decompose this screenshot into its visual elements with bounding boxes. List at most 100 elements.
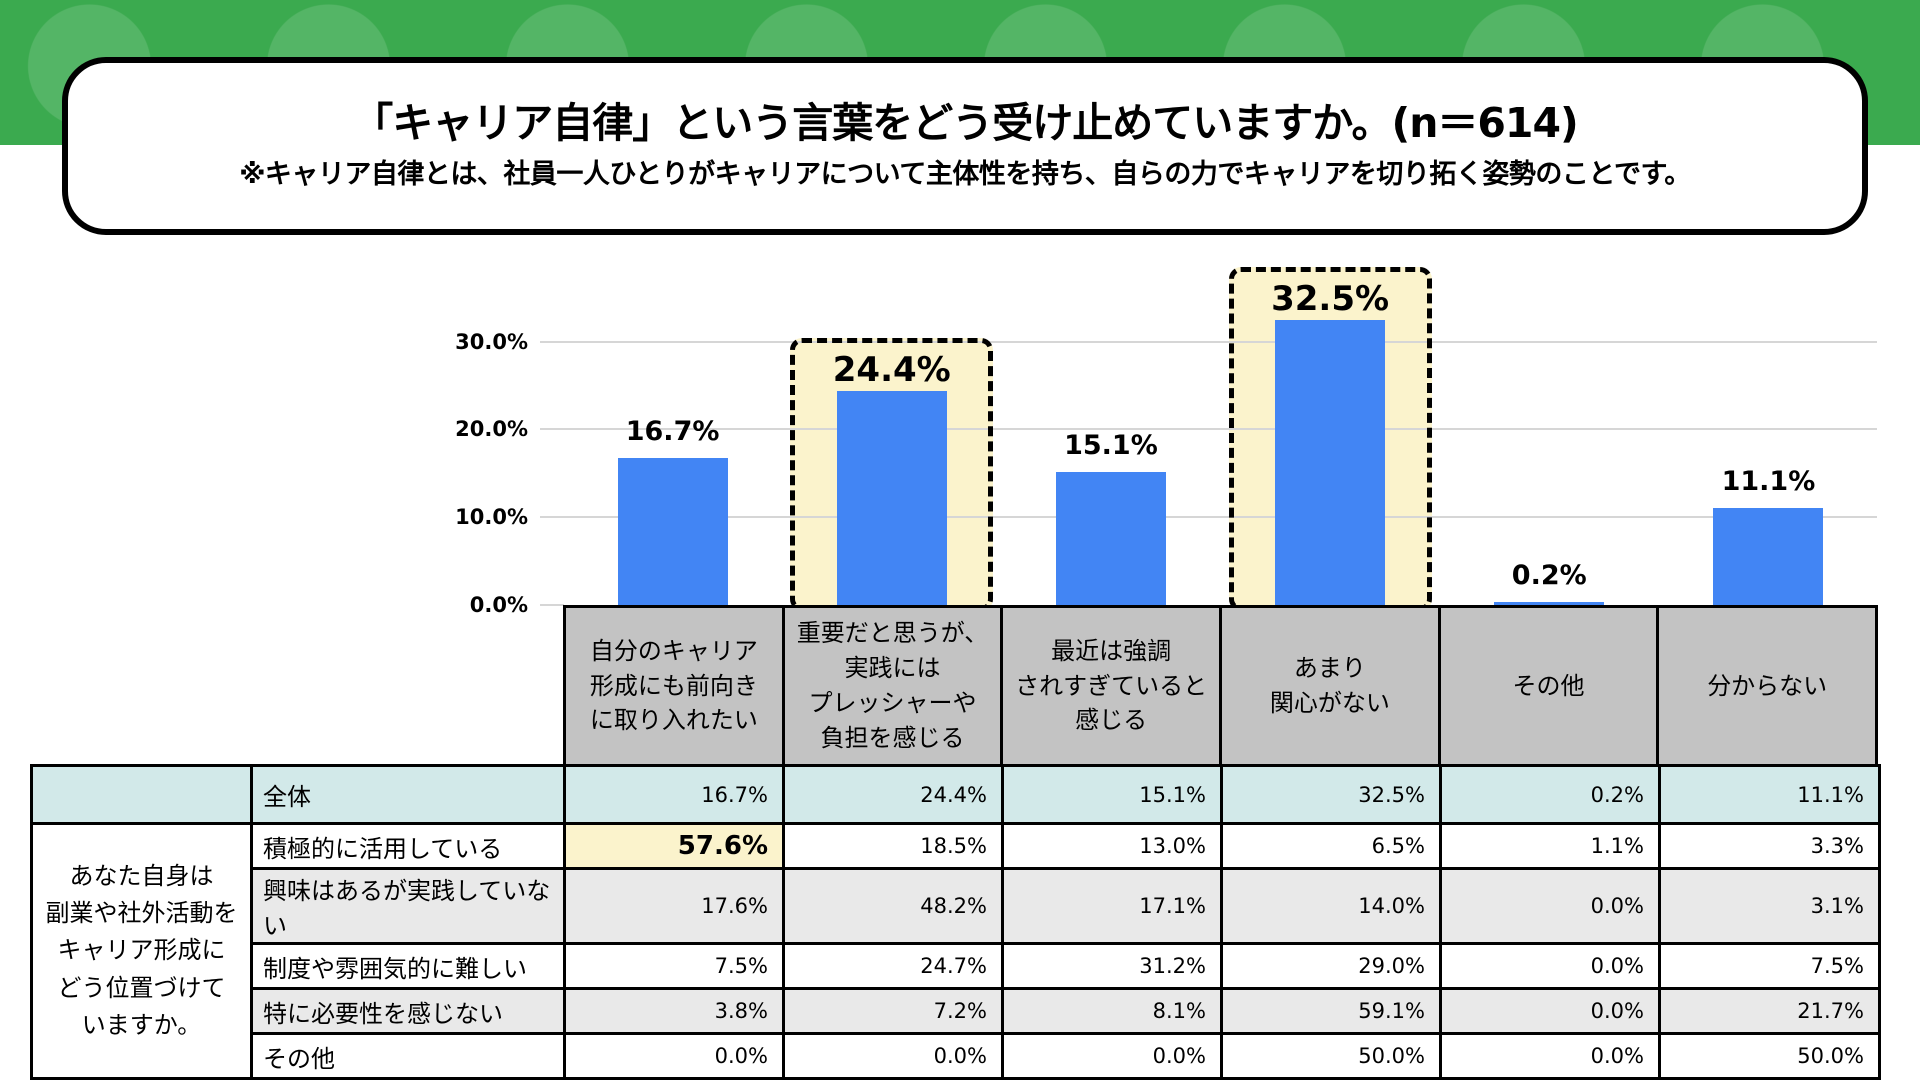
value-cell: 18.5% — [782, 822, 1004, 870]
bar — [1055, 472, 1166, 605]
row-label-cell: その他 — [250, 1032, 566, 1080]
gridline — [540, 516, 1877, 519]
value-cell: 31.2% — [1001, 942, 1223, 990]
row-label-cell: 制度や雰囲気的に難しい — [250, 942, 566, 990]
value-cell: 3.1% — [1658, 867, 1881, 945]
row-label-cell: 特に必要性を感じない — [250, 987, 566, 1035]
value-cell: 0.0% — [563, 1032, 785, 1080]
y-axis-tick-label: 10.0% — [455, 505, 528, 530]
value-cell: 21.7% — [1658, 987, 1881, 1035]
value-cell: 24.7% — [782, 942, 1004, 990]
bar-value-label: 11.1% — [1721, 465, 1816, 497]
table-row: 特に必要性を感じない 3.8% 7.2% 8.1% 59.1% 0.0% 21.7% — [32, 987, 1881, 1035]
value-cell: 7.5% — [1658, 942, 1881, 990]
value-cell: 29.0% — [1220, 942, 1442, 990]
overall-value-cell: 24.4% — [782, 764, 1004, 825]
y-axis-tick-label: 30.0% — [455, 329, 528, 354]
overall-row-corner-cell — [30, 764, 253, 825]
table-row: 制度や雰囲気的に難しい 7.5% 24.7% 31.2% 29.0% 0.0% 7.5% — [32, 942, 1881, 990]
category-header-line: 分からない — [1707, 671, 1828, 700]
value-cell: 0.0% — [1439, 987, 1661, 1035]
group-label-line: どう位置づけて — [57, 973, 226, 1002]
category-header-line: 重要だと思うが、 — [796, 619, 989, 648]
value-cell: 0.0% — [1439, 867, 1661, 945]
highlight-box — [1228, 266, 1432, 611]
table-row: その他 0.0% 0.0% 0.0% 50.0% 0.0% 50.0% — [32, 1032, 1881, 1080]
value-cell: 3.3% — [1658, 822, 1881, 870]
category-header-line: 形成にも前向き — [589, 671, 758, 700]
value-cell: 50.0% — [1220, 1032, 1442, 1080]
value-cell: 0.0% — [1001, 1032, 1223, 1080]
row-label-cell: 積極的に活用している — [250, 822, 566, 870]
bar-value-label: 16.7% — [625, 416, 720, 448]
value-cell: 3.8% — [563, 987, 785, 1035]
category-header-line: あまり — [1293, 654, 1366, 683]
overall-value-cell: 32.5% — [1220, 764, 1442, 825]
highlight-box-border — [1228, 266, 1432, 611]
category-header-line: 自分のキャリア — [589, 636, 758, 665]
bar-value-label: 24.4% — [832, 349, 951, 390]
table-row: 興味はあるが実践していない 17.6% 48.2% 17.1% 14.0% 0.0% 3.1… — [32, 867, 1881, 945]
overall-row: 全体 16.7% 24.4% 15.1% 32.5% 0.2% 11.1% — [30, 764, 1881, 825]
page-subtitle: ※キャリア自律とは、社員一人ひとりがキャリアについて主体性を持ち、自らの力でキャ… — [239, 159, 1691, 191]
highlight-box-border — [790, 337, 994, 611]
gridline — [540, 428, 1877, 431]
value-cell: 13.0% — [1001, 822, 1223, 870]
bar — [617, 458, 728, 605]
y-axis-tick-label: 0.0% — [469, 593, 528, 617]
row-label-cell: 興味はあるが実践していない — [250, 867, 566, 945]
value-cell: 50.0% — [1658, 1032, 1881, 1080]
value-cell: 6.5% — [1220, 822, 1442, 870]
category-header-line: 最近は強調 — [1051, 636, 1172, 665]
category-header-line: その他 — [1512, 671, 1585, 700]
category-header-line: に取り入れたい — [589, 706, 758, 735]
category-header-cell: 最近は強調されすぎていると 感じる — [1000, 608, 1220, 764]
value-cell: 17.6% — [563, 867, 785, 945]
table-row: あなた自身は 副業や社外活動を キャリア形成に どう位置づけて いますか。 積極的に活用し… — [30, 822, 1881, 1080]
y-axis-tick-label: 20.0% — [455, 417, 528, 442]
category-header-line: されすぎていると — [1015, 671, 1208, 700]
group-label-line: キャリア形成に — [57, 936, 226, 965]
category-header-line: 関心がない — [1269, 689, 1390, 717]
category-header-cell: その他 — [1437, 608, 1657, 764]
gridline — [540, 340, 1877, 343]
value-cell: 8.1% — [1001, 987, 1223, 1035]
bar-value-label: 32.5% — [1271, 278, 1390, 319]
page-title: 「キャリア自律」という言葉をどう受け止めていますか。(n＝614) — [352, 99, 1578, 148]
value-cell: 0.0% — [782, 1032, 1004, 1080]
title-card: 「キャリア自律」という言葉をどう受け止めていますか。(n＝614) ※キャリア自… — [62, 57, 1868, 235]
gridline — [540, 604, 564, 606]
highlight-box — [790, 337, 994, 611]
category-header-line: 感じる — [1075, 706, 1148, 735]
bar — [836, 390, 947, 605]
category-header-line: 実践には — [844, 654, 941, 683]
category-header-cell: 重要だと思うが、 実践にはプレッシャーや 負担を感じる — [781, 608, 1001, 764]
bar — [1275, 319, 1386, 605]
value-cell: 7.5% — [563, 942, 785, 990]
overall-row-label-cell: 全体 — [250, 764, 566, 825]
bar-value-label: 0.2% — [1511, 560, 1587, 591]
results-table-body: 全体 16.7% 24.4% 15.1% 32.5% 0.2% 11.1% あなた自身は 副業や… — [30, 764, 1881, 1080]
value-cell: 1.1% — [1439, 822, 1661, 870]
overall-value-cell: 11.1% — [1658, 764, 1881, 825]
category-header-cell: あまり 関心がない — [1219, 608, 1438, 764]
group-label-line: 副業や社外活動を — [45, 899, 238, 928]
category-header-cell: 自分のキャリア 形成にも前向き に取り入れたい — [566, 608, 782, 764]
value-cell: 7.2% — [782, 987, 1004, 1035]
overall-value-cell: 15.1% — [1001, 764, 1223, 825]
category-header-line: プレッシャーや — [808, 689, 977, 717]
value-cell: 14.0% — [1220, 867, 1442, 945]
category-header-row: 自分のキャリア 形成にも前向き に取り入れたい 重要だと思うが、 実践には プレッシャーや… — [563, 605, 1878, 764]
results-table: 全体 16.7% 24.4% 15.1% 32.5% 0.2% 11.1% あなた自身は 副業や… — [30, 764, 1881, 1080]
value-cell: 0.0% — [1439, 1032, 1661, 1080]
group-label-line: あなた自身は — [69, 862, 214, 891]
group-label-cell: あなた自身は 副業や社外活動を キャリア形成に どう位置づけて いますか。 — [30, 822, 253, 1080]
category-header-line: 負担を感じる — [820, 723, 965, 752]
value-cell: 17.1% — [1001, 867, 1223, 945]
value-cell: 0.0% — [1439, 942, 1661, 990]
group-label-line: いますか。 — [81, 1010, 202, 1039]
bar-value-label: 15.1% — [1064, 430, 1158, 462]
overall-value-cell: 0.2% — [1439, 764, 1661, 825]
value-cell: 48.2% — [782, 867, 1004, 945]
overall-value-cell: 16.7% — [563, 764, 785, 825]
